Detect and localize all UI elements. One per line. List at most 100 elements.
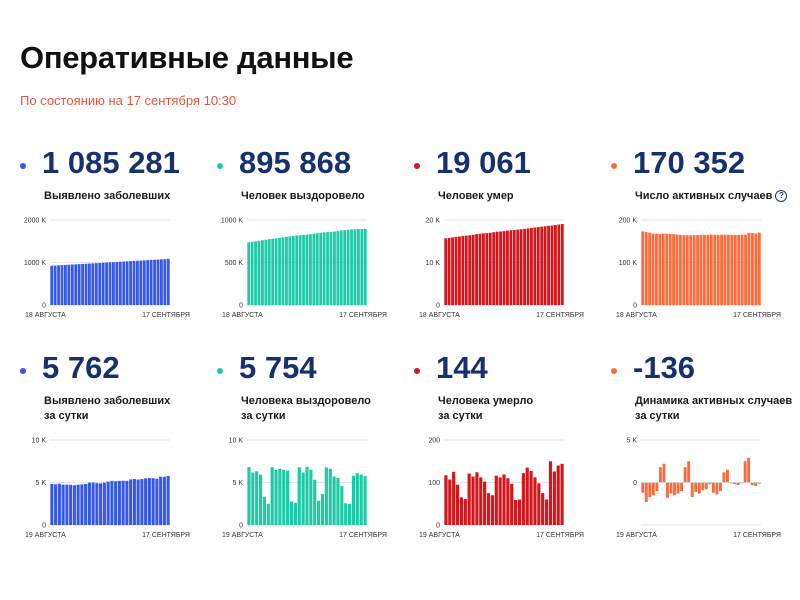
bar (509, 230, 513, 305)
bar (479, 477, 483, 525)
bar (305, 234, 309, 305)
bar (151, 478, 155, 525)
bar (463, 499, 467, 525)
bar (713, 234, 717, 305)
bar (91, 263, 95, 305)
bar (521, 473, 525, 525)
bar (336, 231, 340, 305)
bar (478, 233, 482, 305)
bar (530, 227, 533, 305)
x-end-label: 17 СЕНТЯБРЯ (536, 312, 584, 319)
bar (658, 233, 662, 305)
bar (57, 483, 61, 525)
bar (485, 233, 489, 305)
bar (475, 472, 479, 525)
chart-active-daily: 0 5 K 19 АВГУСТА 17 СЕНТЯБРЯ (616, 438, 781, 540)
y-tick-label: 0 (42, 523, 46, 530)
bar (750, 482, 754, 486)
bar (490, 495, 494, 525)
bar (529, 471, 533, 525)
bar (101, 262, 105, 305)
bar (451, 237, 454, 305)
bar (125, 261, 129, 305)
bar (516, 229, 520, 305)
x-start-label: 18 АВГУСТА (419, 312, 460, 319)
bar (757, 482, 761, 484)
series-dot (611, 368, 617, 374)
bar (512, 229, 516, 305)
bar (711, 482, 715, 493)
bar (488, 232, 492, 305)
bar (699, 234, 703, 305)
bar (517, 499, 522, 525)
bar (550, 225, 554, 305)
bar (108, 262, 112, 305)
bar (525, 467, 529, 525)
bar (295, 235, 299, 305)
bar (262, 496, 267, 525)
bar (163, 259, 167, 305)
bar (716, 234, 720, 305)
bar (464, 235, 468, 305)
bar (54, 484, 58, 525)
x-end-label: 17 СЕНТЯБРЯ (339, 312, 387, 319)
x-end-label: 17 СЕНТЯБРЯ (339, 532, 387, 539)
chart-confirmed-total: 0 1000 K 2000 K 18 АВГУСТА 17 СЕНТЯБРЯ (24, 218, 190, 320)
stat-recovered-daily: 5 754 Человека выздоровело за сутки (217, 350, 397, 560)
bar (655, 233, 658, 305)
bar (506, 230, 509, 305)
bar (757, 232, 761, 305)
bar (475, 234, 478, 305)
bar (278, 468, 282, 525)
bar (360, 229, 364, 305)
bar (132, 260, 136, 305)
bar (110, 480, 114, 525)
bar (560, 463, 564, 525)
bar (301, 472, 305, 525)
bar (129, 479, 133, 525)
bar (357, 229, 360, 305)
question-circle-icon[interactable]: ? (775, 190, 788, 202)
chart-deaths-daily: 0 100 200 19 АВГУСТА 17 СЕНТЯБРЯ (419, 438, 584, 540)
bar (506, 478, 510, 525)
bar (662, 463, 666, 483)
stat-value: -136 (633, 350, 696, 385)
chart-confirmed-daily: 0 5 K 10 K 19 АВГУСТА 17 СЕНТЯБРЯ (25, 438, 190, 540)
bar (286, 470, 290, 525)
bar (740, 234, 744, 305)
y-tick-label: 0 (436, 523, 440, 530)
stat-label: Выявлено заболевших (44, 190, 171, 202)
stat-label: Человека умерло за сутки (438, 394, 608, 424)
bar (95, 483, 99, 525)
y-tick-label: 2000 K (24, 218, 47, 225)
bar (94, 263, 98, 305)
bar (661, 233, 665, 305)
bar (355, 473, 359, 525)
stat-deaths-total: 19 061 Человек умер (414, 145, 594, 355)
y-tick-label: 0 (42, 303, 46, 310)
bar (312, 233, 316, 305)
bar (454, 236, 458, 305)
bar (502, 474, 506, 525)
bar (733, 482, 736, 485)
bar (162, 476, 166, 525)
series-dot (217, 368, 223, 374)
y-tick-label: 10 K (32, 438, 47, 445)
bar (676, 482, 680, 494)
bar (329, 231, 333, 305)
bar (447, 237, 451, 305)
series-dot (20, 163, 26, 169)
stat-label-line: Человека выздоровело (241, 395, 371, 407)
series-dot (217, 163, 223, 169)
bar (727, 234, 730, 305)
x-end-label: 17 СЕНТЯБРЯ (733, 532, 781, 539)
bar (136, 260, 139, 305)
y-tick-label: 5 K (626, 438, 637, 445)
stat-label-line: за сутки (241, 410, 286, 422)
series-dot (414, 163, 420, 169)
bar (282, 469, 286, 525)
bar (320, 493, 325, 525)
bar (91, 482, 95, 525)
bar (288, 236, 292, 305)
bar (350, 229, 353, 305)
